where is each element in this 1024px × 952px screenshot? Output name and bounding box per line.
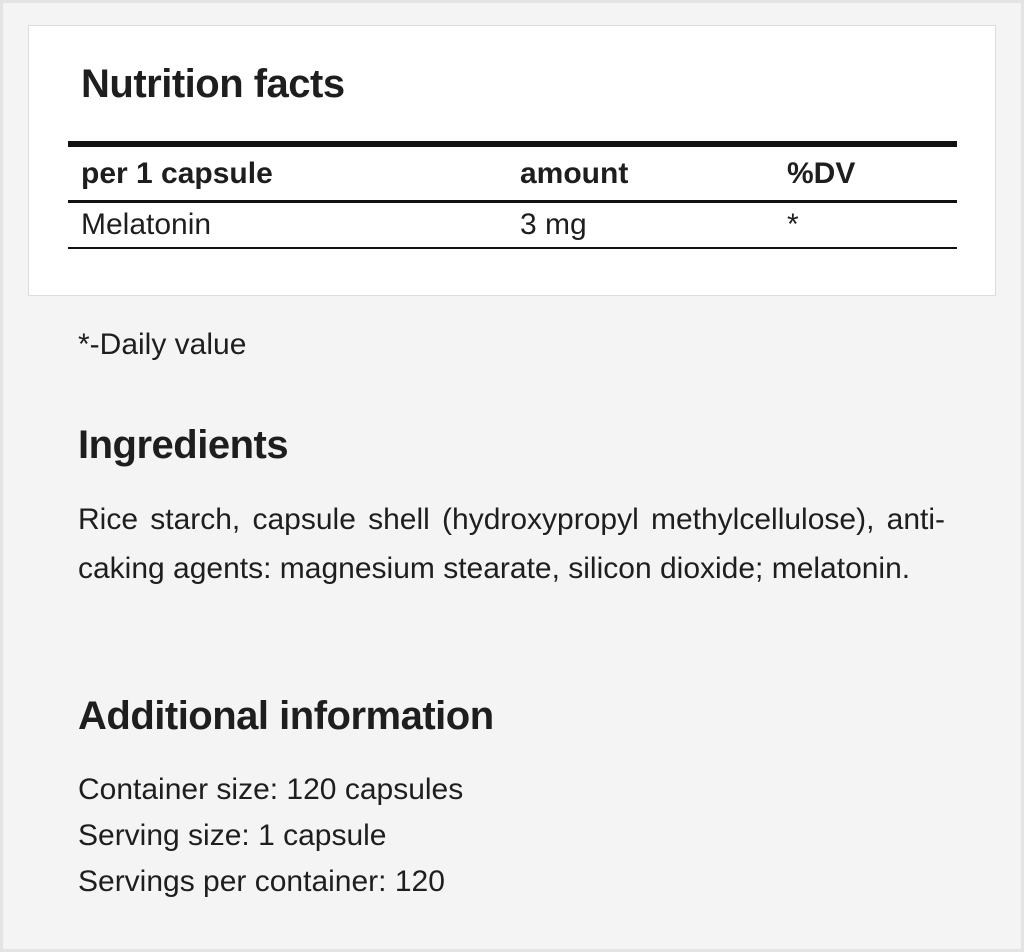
servings-per-container: Servings per container: 120	[78, 865, 445, 898]
header-amount: amount	[520, 156, 629, 190]
nutrition-table: per 1 capsule amount %DV Melatonin 3 mg …	[68, 141, 957, 249]
container-size: Container size: 120 capsules	[78, 773, 464, 806]
table-header-row: per 1 capsule amount %DV	[68, 147, 957, 203]
nutrition-title: Nutrition facts	[81, 62, 345, 106]
table-row: Melatonin 3 mg *	[68, 203, 957, 249]
nutrition-facts-card: Nutrition facts per 1 capsule amount %DV…	[28, 25, 996, 296]
additional-info-list: Container size: 120 capsules Serving siz…	[78, 767, 463, 905]
nutrient-name: Melatonin	[81, 208, 212, 241]
nutrient-amount: 3 mg	[520, 208, 587, 241]
daily-value-footnote: *-Daily value	[78, 328, 247, 361]
header-per-capsule: per 1 capsule	[81, 156, 273, 190]
ingredients-title: Ingredients	[78, 423, 289, 467]
serving-size: Serving size: 1 capsule	[78, 819, 387, 852]
nutrient-dv: *	[787, 208, 799, 241]
ingredients-text: Rice starch, capsule shell (hydroxypropy…	[78, 503, 945, 585]
header-dv: %DV	[787, 156, 856, 190]
additional-info-title: Additional information	[78, 694, 494, 738]
